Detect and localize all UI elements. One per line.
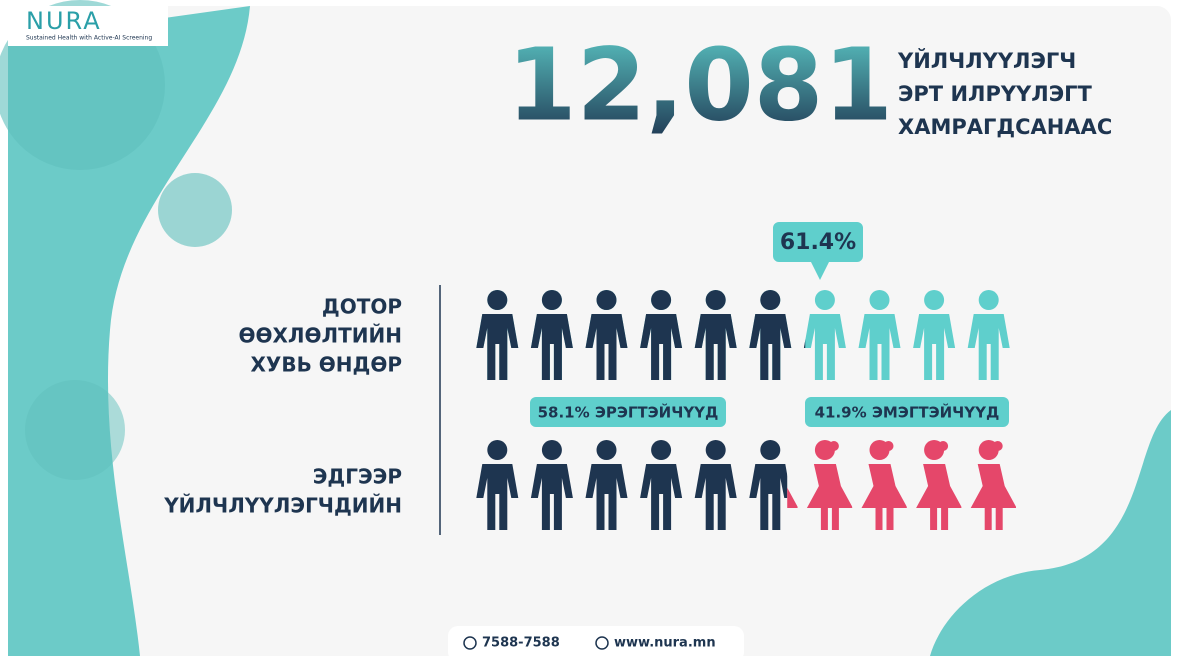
head — [760, 440, 781, 460]
male-icon — [476, 440, 519, 530]
row-label: ЭДГЭЭР — [313, 465, 402, 489]
ponytail — [992, 441, 1003, 451]
body — [476, 464, 519, 530]
logo: NURA — [26, 7, 102, 35]
row-label: ХУВЬ ӨНДӨР — [250, 353, 402, 377]
male-icon — [530, 440, 573, 530]
person-filled — [803, 340, 806, 348]
body — [476, 314, 519, 380]
female-icon — [806, 440, 853, 530]
decor-circle — [158, 173, 232, 247]
female-icon — [916, 440, 962, 530]
pill — [530, 397, 726, 427]
head — [651, 440, 672, 460]
female-icon — [787, 487, 798, 508]
body — [861, 464, 907, 530]
female-icon — [861, 440, 907, 530]
row-label: ҮЙЛЧЛҮҮЛЭГЧДИЙН — [163, 494, 402, 518]
decor-circle — [25, 380, 125, 480]
person-filled — [694, 290, 737, 380]
head — [705, 440, 726, 460]
ponytail — [883, 441, 894, 451]
head — [651, 290, 672, 310]
male-icon — [640, 440, 683, 530]
male-icon — [694, 440, 737, 530]
pictograph — [476, 290, 1017, 530]
body — [787, 487, 798, 508]
ponytail — [828, 441, 839, 451]
web: www.nura.mn — [614, 636, 716, 651]
head — [869, 290, 890, 310]
female-label: 41.9% ЭМЭГТЭЙЧҮҮД — [815, 403, 1000, 422]
body — [913, 314, 956, 380]
logo-box — [8, 6, 168, 46]
ponytail — [938, 441, 949, 451]
pill — [805, 397, 1009, 427]
body — [806, 464, 853, 530]
web-icon — [595, 636, 609, 650]
body — [530, 464, 573, 530]
person-icon — [858, 290, 901, 380]
head — [814, 290, 835, 310]
row-label: ӨӨХЛӨЛТИЙН — [238, 324, 402, 348]
body — [585, 464, 628, 530]
person-filled — [749, 290, 792, 380]
phone-icon — [463, 636, 477, 650]
head — [541, 290, 562, 310]
phone: 7588-7588 — [482, 636, 560, 651]
body — [916, 464, 962, 530]
head — [596, 290, 617, 310]
person-filled — [530, 290, 573, 380]
head — [487, 440, 508, 460]
body — [749, 314, 792, 380]
body — [970, 464, 1017, 530]
person-filled — [476, 290, 519, 380]
head — [596, 440, 617, 460]
person-icon — [967, 290, 1010, 380]
headline-number: 12,081 — [507, 26, 893, 143]
male-icon — [749, 440, 788, 530]
head — [705, 290, 726, 310]
female-icon — [970, 440, 1017, 530]
head — [487, 290, 508, 310]
body — [749, 464, 788, 530]
head — [978, 290, 999, 310]
row-label: ДОТОР — [322, 295, 402, 319]
head — [760, 290, 781, 310]
body — [585, 314, 628, 380]
headline-text: ЭРТ ИЛРҮҮЛЭГТ — [898, 82, 1092, 106]
callout-value: 61.4% — [780, 230, 856, 255]
body — [803, 340, 806, 348]
person-icon — [913, 290, 956, 380]
male-icon — [585, 440, 628, 530]
body — [640, 314, 683, 380]
body — [640, 464, 683, 530]
head — [541, 440, 562, 460]
person-filled — [640, 290, 683, 380]
body — [530, 314, 573, 380]
body — [858, 314, 901, 380]
body — [694, 464, 737, 530]
body — [967, 314, 1010, 380]
logo-tagline: Sustained Health with Active-AI Screenin… — [26, 35, 152, 42]
person-icon — [803, 290, 846, 380]
male-label: 58.1% ЭРЭГТЭЙЧҮҮД — [538, 403, 719, 422]
head — [924, 290, 945, 310]
body — [803, 314, 846, 380]
right-wave — [930, 410, 1171, 656]
headline-text: ҮЙЛЧЛҮҮЛЭГЧ — [897, 48, 1076, 73]
body — [694, 314, 737, 380]
headline-text: ХАМРАГДСАНААС — [898, 115, 1112, 139]
callout — [773, 222, 863, 280]
person-filled — [585, 290, 628, 380]
